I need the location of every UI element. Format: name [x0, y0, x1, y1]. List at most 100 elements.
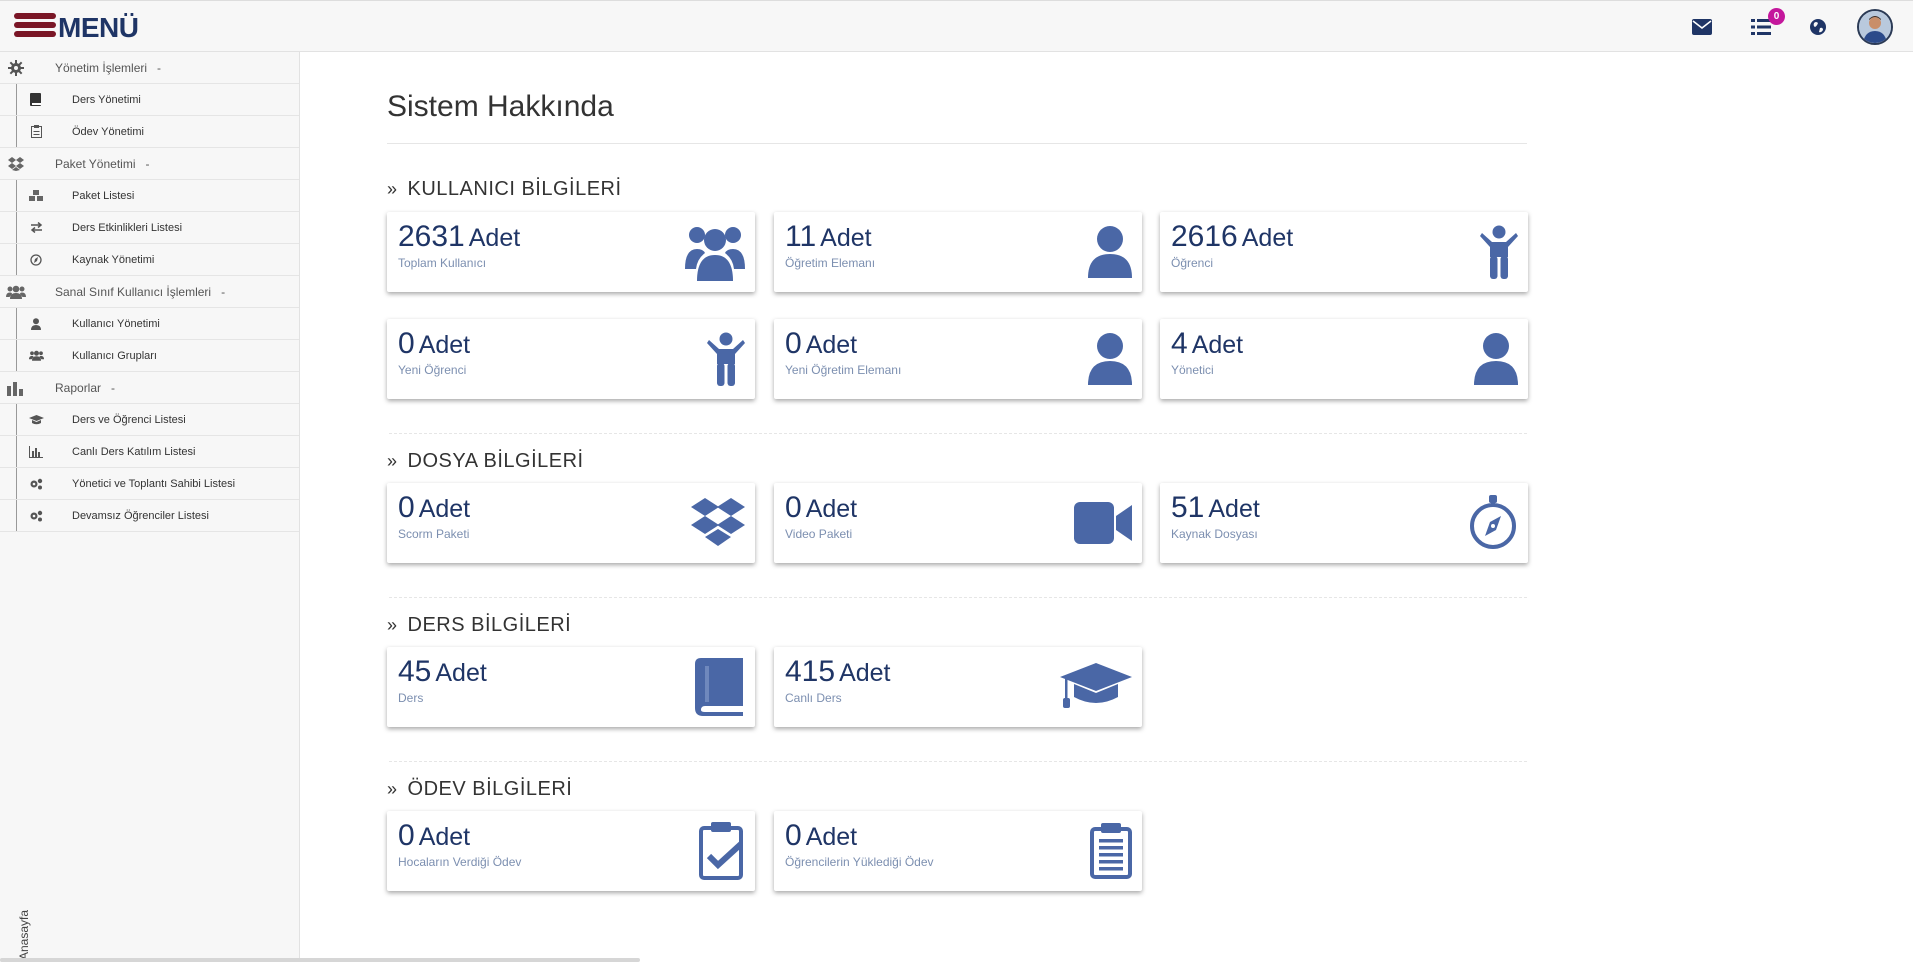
- clipboard-check-icon: [683, 821, 745, 881]
- sidebar-item-kullanici-gruplari[interactable]: Kullanıcı Grupları: [0, 340, 299, 372]
- sidebar-item-label: Paket Listesi: [72, 189, 135, 202]
- sidebar-group-sanal-sinif[interactable]: Sanal Sınıf Kullanıcı İşlemleri -: [0, 276, 299, 308]
- section-title-text: DOSYA BİLGİLERİ: [407, 450, 584, 472]
- sidebar-item-label: Ders Yönetimi: [72, 93, 141, 106]
- graduation-cap-icon: [1058, 657, 1132, 717]
- user-icon: [1070, 329, 1132, 389]
- section-title-ders: » DERS BİLGİLERİ: [387, 614, 571, 637]
- user-icon: [1456, 329, 1518, 389]
- sidebar-group-toggle[interactable]: -: [157, 60, 162, 75]
- sidebar-item-label: Kullanıcı Grupları: [72, 349, 157, 362]
- sidebar-group-toggle[interactable]: -: [221, 284, 226, 299]
- video-camera-icon: [1070, 493, 1132, 553]
- sidebar-item-label: Ders Etkinlikleri Listesi: [72, 221, 183, 234]
- stat-unit: Adet: [1191, 331, 1244, 359]
- stat-label: Ders: [398, 691, 424, 705]
- sidebar: Yönetim İşlemleri - Ders Yönetimi Ödev Y…: [0, 52, 300, 962]
- mail-icon[interactable]: [1690, 15, 1714, 39]
- stat-value: 415: [785, 655, 836, 688]
- sidebar-item-ders-yonetimi[interactable]: Ders Yönetimi: [0, 84, 299, 116]
- stat-card-scorm-paketi: 0 Adet Scorm Paketi: [387, 483, 755, 563]
- stat-card-ogrencilerin-yukledigi-odev: 0 Adet Öğrencilerin Yüklediği Ödev: [774, 811, 1142, 891]
- stat-label: Scorm Paketi: [398, 527, 470, 541]
- top-bar: MENÜ 0: [0, 0, 1913, 52]
- stat-value: 0: [398, 491, 415, 524]
- sidebar-group-toggle[interactable]: -: [145, 156, 150, 171]
- sidebar-group-paket[interactable]: Paket Yönetimi -: [0, 148, 299, 180]
- gear-icon: [0, 52, 32, 84]
- stat-unit: Adet: [418, 823, 471, 851]
- sidebar-group-yonetim[interactable]: Yönetim İşlemleri -: [0, 52, 299, 84]
- stat-value: 0: [398, 327, 415, 360]
- sidebar-item-devamsiz-ogrenciler[interactable]: Devamsız Öğrenciler Listesi: [0, 500, 299, 532]
- sidebar-group-toggle[interactable]: -: [111, 380, 116, 395]
- stat-unit: Adet: [468, 224, 521, 252]
- horizontal-scrollbar[interactable]: [0, 958, 640, 962]
- stat-unit: Adet: [820, 224, 872, 252]
- sidebar-item-canli-ders-katilim[interactable]: Canlı Ders Katılım Listesi: [0, 436, 299, 468]
- list-icon[interactable]: 0: [1749, 8, 1785, 39]
- stat-card-ders: 45 Adet Ders: [387, 647, 755, 727]
- section-title-odev: » ÖDEV BİLGİLERİ: [387, 778, 572, 801]
- home-link[interactable]: Anasayfa: [17, 909, 31, 960]
- dropbox-icon: [683, 493, 745, 553]
- globe-icon[interactable]: [1806, 15, 1830, 39]
- sidebar-item-ders-ogrenci-listesi[interactable]: Ders ve Öğrenci Listesi: [0, 404, 299, 436]
- cubes-icon: [27, 189, 45, 202]
- stat-card-kaynak-dosyasi: 51 Adet Kaynak Dosyası: [1160, 483, 1528, 563]
- users-icon: [27, 350, 45, 361]
- stat-value: 0: [785, 491, 802, 524]
- stat-label: Toplam Kullanıcı: [398, 256, 487, 270]
- sidebar-group-raporlar[interactable]: Raporlar -: [0, 372, 299, 404]
- book-icon: [27, 93, 45, 106]
- hamburger-menu-icon[interactable]: [14, 13, 56, 41]
- sidebar-item-paket-listesi[interactable]: Paket Listesi: [0, 180, 299, 212]
- chevron-double-right-icon: »: [387, 451, 398, 471]
- stat-card-yeni-ogretim-elemani: 0 Adet Yeni Öğretim Elemanı: [774, 319, 1142, 399]
- stat-value: 2631: [398, 220, 465, 253]
- section-title-kullanici: » KULLANICI BİLGİLERİ: [387, 178, 622, 201]
- sidebar-item-label: Yönetici ve Toplantı Sahibi Listesi: [72, 477, 236, 490]
- sidebar-group-label: Sanal Sınıf Kullanıcı İşlemleri: [55, 284, 212, 299]
- chevron-double-right-icon: »: [387, 615, 398, 635]
- stat-label: Yönetici: [1171, 363, 1214, 377]
- stat-value: 0: [398, 819, 415, 852]
- notification-badge: 0: [1768, 8, 1785, 25]
- stat-card-yonetici: 4 Adet Yönetici: [1160, 319, 1528, 399]
- stat-unit: Adet: [435, 659, 487, 687]
- sidebar-item-yonetici-toplanti[interactable]: Yönetici ve Toplantı Sahibi Listesi: [0, 468, 299, 500]
- section-divider: [389, 597, 1527, 598]
- stat-label: Video Paketi: [785, 527, 853, 541]
- sidebar-item-ders-etkinlikleri[interactable]: Ders Etkinlikleri Listesi: [0, 212, 299, 244]
- stat-unit: Adet: [805, 495, 858, 523]
- user-icon: [1070, 222, 1132, 282]
- stat-unit: Adet: [418, 495, 471, 523]
- sidebar-item-kaynak-yonetimi[interactable]: Kaynak Yönetimi: [0, 244, 299, 276]
- stat-value: 4: [1171, 327, 1188, 360]
- title-divider: [387, 143, 1527, 144]
- sidebar-item-kullanici-yonetimi[interactable]: Kullanıcı Yönetimi: [0, 308, 299, 340]
- menu-title[interactable]: MENÜ: [58, 12, 139, 43]
- section-title-dosya: » DOSYA BİLGİLERİ: [387, 450, 584, 473]
- stat-unit: Adet: [805, 331, 858, 359]
- avatar[interactable]: [1857, 9, 1893, 45]
- sidebar-item-label: Kaynak Yönetimi: [72, 253, 155, 266]
- sidebar-item-odev-yonetimi[interactable]: Ödev Yönetimi: [0, 116, 299, 148]
- sidebar-group-label: Paket Yönetimi: [55, 156, 136, 171]
- child-icon: [1456, 222, 1518, 282]
- stat-label: Öğrenci: [1171, 256, 1214, 270]
- stat-card-canli-ders: 415 Adet Canlı Ders: [774, 647, 1142, 727]
- stat-label: Yeni Öğretim Elemanı: [785, 363, 902, 377]
- stat-value: 2616: [1171, 220, 1238, 253]
- sidebar-item-label: Devamsız Öğrenciler Listesi: [72, 509, 209, 522]
- chevron-double-right-icon: »: [387, 779, 398, 799]
- chevron-double-right-icon: »: [387, 179, 398, 199]
- child-icon: [683, 329, 745, 389]
- section-title-text: ÖDEV BİLGİLERİ: [407, 778, 573, 800]
- stat-card-toplam-kullanici: 2631 Adet Toplam Kullanıcı: [387, 212, 755, 292]
- gears-icon: [27, 478, 45, 490]
- sidebar-item-label: Ödev Yönetimi: [72, 125, 144, 138]
- stat-value: 45: [398, 655, 432, 688]
- page-title: Sistem Hakkında: [387, 90, 614, 123]
- stat-value: 51: [1171, 491, 1205, 524]
